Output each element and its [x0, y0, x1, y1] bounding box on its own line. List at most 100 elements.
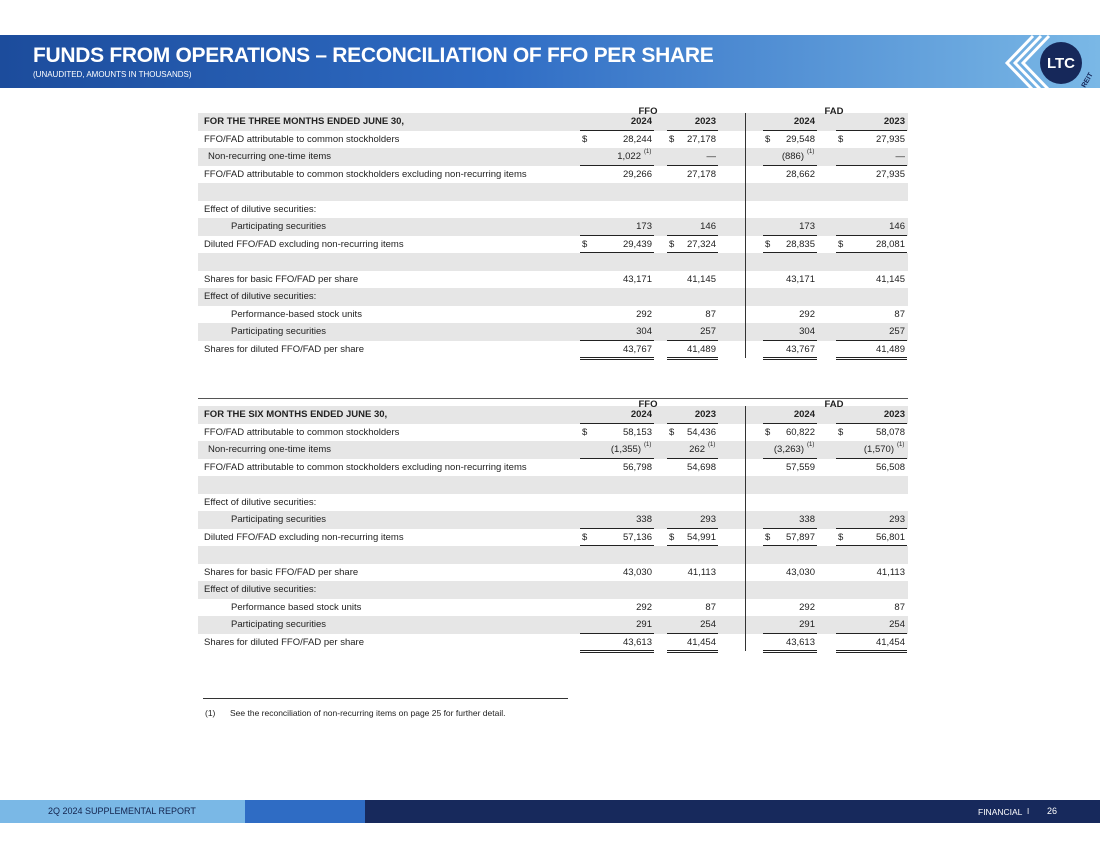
amount: 54,436	[686, 426, 716, 438]
underline	[763, 650, 817, 651]
row-shade	[198, 253, 908, 271]
underline	[580, 359, 654, 360]
footnote-rule	[203, 698, 568, 699]
row-shade	[198, 288, 908, 306]
row-shade	[198, 148, 908, 166]
amount: 87	[705, 308, 716, 320]
column-divider	[745, 113, 746, 358]
amount: 54,991	[686, 531, 716, 543]
row-shade	[198, 511, 908, 529]
amount: 57,136	[622, 531, 652, 543]
underline	[763, 545, 817, 546]
row-label: Non-recurring one-time items	[208, 151, 332, 162]
amount: 254	[889, 619, 905, 630]
currency: $	[582, 133, 588, 145]
header-rule	[763, 422, 817, 424]
underline	[580, 234, 654, 236]
note-marker: (1)	[644, 149, 652, 155]
footnote-text: See the reconciliation of non-recurring …	[230, 708, 506, 718]
currency: $	[669, 238, 675, 250]
amount: 54,698	[686, 461, 716, 473]
amount: 41,113	[687, 566, 716, 578]
header-rule	[667, 422, 718, 424]
amount: 43,767	[622, 343, 652, 355]
row-label: Non-recurring one-time items	[208, 444, 332, 455]
amount: 292	[799, 308, 815, 320]
year-header: 2023	[694, 116, 716, 127]
amount: 41,454	[875, 636, 905, 648]
currency: $	[765, 426, 771, 438]
header-rule	[667, 129, 718, 131]
underline	[667, 545, 718, 546]
amount: 28,835	[785, 238, 815, 250]
year-header: 2023	[883, 409, 905, 420]
underline	[836, 457, 907, 459]
amount: 293	[700, 514, 716, 525]
amount: 292	[636, 601, 652, 613]
underline	[763, 339, 817, 341]
amount: 27,178	[686, 168, 716, 180]
amount: (1,570)	[863, 444, 894, 455]
row-shade	[198, 183, 908, 201]
row-label: FFO/FAD attributable to common stockhold…	[204, 426, 400, 438]
amount: 41,489	[686, 343, 716, 355]
underline	[667, 457, 718, 459]
row-label: Shares for diluted FFO/FAD per share	[204, 636, 364, 648]
amount: 254	[700, 619, 716, 630]
amount: 43,613	[622, 636, 652, 648]
amount: 41,454	[686, 636, 716, 648]
footer-separator: I	[1027, 807, 1030, 816]
amount: 146	[700, 221, 716, 232]
row-label: Participating securities	[231, 514, 327, 525]
underline	[763, 359, 817, 360]
year-header: 2024	[630, 409, 652, 420]
year-header: 2023	[694, 409, 716, 420]
amount: 41,489	[875, 343, 905, 355]
underline	[667, 164, 718, 166]
amount: 28,081	[875, 238, 905, 250]
header-row	[198, 113, 908, 131]
amount: 43,030	[622, 566, 652, 578]
amount: 29,548	[785, 133, 815, 145]
currency: $	[582, 531, 588, 543]
note-marker: (1)	[644, 442, 652, 448]
header-row	[198, 406, 908, 424]
row-label: Diluted FFO/FAD excluding non-recurring …	[204, 531, 404, 543]
header-rule	[836, 129, 907, 131]
underline	[763, 234, 817, 236]
underline	[580, 457, 654, 459]
underline	[667, 650, 718, 651]
currency: $	[582, 238, 588, 250]
row-label: FFO/FAD attributable to common stockhold…	[204, 133, 400, 145]
row-shade	[198, 323, 908, 341]
year-header: 2024	[793, 409, 815, 420]
amount: 43,171	[785, 273, 815, 285]
underline	[836, 252, 907, 253]
row-shade	[198, 546, 908, 564]
row-label: Effect of dilutive securities:	[204, 584, 317, 595]
note-marker: (1)	[708, 442, 716, 448]
amount: 27,935	[875, 168, 905, 180]
underline	[580, 164, 654, 166]
note-marker: (1)	[897, 442, 905, 448]
row-shade	[198, 581, 908, 599]
amount: 58,153	[622, 426, 652, 438]
currency: $	[669, 133, 675, 145]
amount: 173	[799, 221, 815, 232]
logo-text: LTC	[1047, 55, 1075, 72]
row-label: Effect of dilutive securities:	[204, 496, 317, 508]
page-title: FUNDS FROM OPERATIONS – RECONCILIATION O…	[33, 44, 714, 67]
amount: 304	[799, 326, 815, 337]
amount: 43,613	[785, 636, 815, 648]
row-label: Participating securities	[231, 619, 327, 630]
amount: 293	[889, 514, 905, 525]
currency: $	[765, 531, 771, 543]
currency: $	[838, 133, 844, 145]
underline	[667, 339, 718, 341]
underline	[667, 527, 718, 529]
underline	[836, 357, 907, 358]
footer-page: 26	[1047, 806, 1058, 816]
amount: 43,767	[785, 343, 815, 355]
amount: 338	[636, 514, 652, 525]
currency: $	[669, 426, 675, 438]
